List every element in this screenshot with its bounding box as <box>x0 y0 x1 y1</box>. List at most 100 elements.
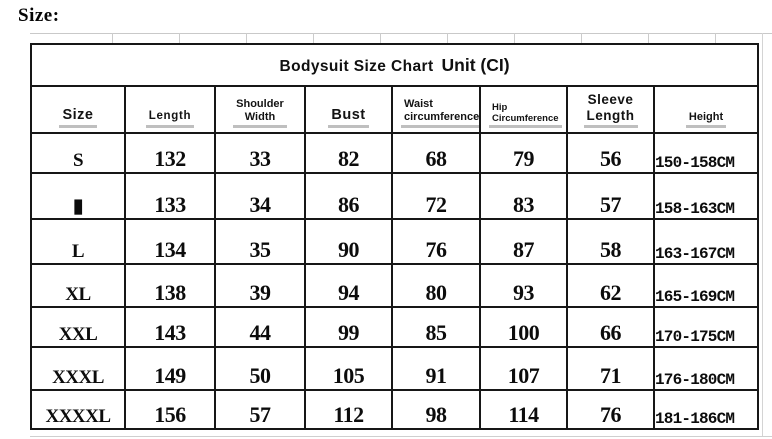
header-label-line: Width <box>244 111 276 124</box>
sleeve-cell: 71 <box>566 346 655 391</box>
header-underline: Shoulder Width <box>233 98 287 128</box>
bust-cell: 94 <box>304 263 393 308</box>
header-underline: Length <box>145 110 195 128</box>
spreadsheet-gridline <box>762 33 763 437</box>
bust-cell: 90 <box>304 218 393 265</box>
table-title-cell: Bodysuit Size Chart Unit (CI) <box>29 43 760 87</box>
column-header-length: Length <box>124 85 216 134</box>
bust-cell: 86 <box>304 172 393 220</box>
header-label-line: Waist <box>404 98 433 111</box>
column-header-size: Size <box>30 85 126 134</box>
height-cell: 176-180CM <box>652 346 760 391</box>
header-underline: Bust <box>328 106 369 128</box>
column-header-hip-circumference: Hip Circumference <box>479 85 568 134</box>
bust-cell: 112 <box>304 389 393 430</box>
table-row: XXXL 149 50 105 91 107 71 176-180CM <box>30 346 760 391</box>
table-row: S 132 33 82 68 79 56 150-158CM <box>30 132 760 174</box>
column-header-sleeve-length: Sleeve Length <box>566 85 655 134</box>
header-label-line: Length <box>148 110 192 123</box>
waist-cell: 80 <box>391 263 481 308</box>
hip-cell: 83 <box>479 172 568 220</box>
header-label-line: circumference <box>404 111 480 124</box>
hip-cell: 87 <box>479 218 568 265</box>
waist-cell: 98 <box>391 389 481 430</box>
header-label-line: Bust <box>331 106 366 123</box>
size-cell: ▮ <box>30 172 126 220</box>
column-header-waist-circumference: Waist circumference <box>391 85 481 134</box>
length-cell: 143 <box>124 306 216 348</box>
sleeve-cell: 62 <box>566 263 655 308</box>
shoulder-width-cell: 35 <box>214 218 306 265</box>
header-label-line: Circumference <box>492 112 559 124</box>
waist-cell: 68 <box>391 132 481 174</box>
hip-cell: 100 <box>479 306 568 348</box>
header-underline: Hip Circumference <box>489 102 562 128</box>
waist-cell: 76 <box>391 218 481 265</box>
hip-cell: 114 <box>479 389 568 430</box>
waist-cell: 72 <box>391 172 481 220</box>
shoulder-width-cell: 34 <box>214 172 306 220</box>
column-header-shoulder-width: Shoulder Width <box>214 85 306 134</box>
bust-cell: 82 <box>304 132 393 174</box>
table-title-row: Bodysuit Size Chart Unit (CI) <box>29 43 760 87</box>
sleeve-cell: 66 <box>566 306 655 348</box>
sleeve-cell: 56 <box>566 132 655 174</box>
length-cell: 156 <box>124 389 216 430</box>
size-cell: XL <box>30 263 126 308</box>
waist-cell: 91 <box>391 346 481 391</box>
height-cell: 158-163CM <box>652 172 760 220</box>
table-header-row: Size Length Shoulder Width Bust Waist circ… <box>30 85 760 134</box>
length-cell: 134 <box>124 218 216 265</box>
header-label-line: Size <box>62 106 94 123</box>
spreadsheet-gridline-ticks <box>112 33 764 43</box>
sleeve-cell: 57 <box>566 172 655 220</box>
header-underline: Size <box>59 106 97 128</box>
table-row: XL 138 39 94 80 93 62 165-169CM <box>30 263 760 308</box>
shoulder-width-cell: 44 <box>214 306 306 348</box>
length-cell: 132 <box>124 132 216 174</box>
height-cell: 181-186CM <box>652 389 760 430</box>
column-header-bust: Bust <box>304 85 393 134</box>
size-cell: XXXXL <box>30 389 126 430</box>
header-underline: Waist circumference <box>401 98 480 128</box>
size-cell: S <box>30 132 126 174</box>
shoulder-width-cell: 39 <box>214 263 306 308</box>
table-row: XXXXL 156 57 112 98 114 76 181-186CM <box>30 389 760 430</box>
hip-cell: 107 <box>479 346 568 391</box>
table-row: ▮ 133 34 86 72 83 57 158-163CM <box>30 172 760 220</box>
hip-cell: 93 <box>479 263 568 308</box>
length-cell: 149 <box>124 346 216 391</box>
shoulder-width-cell: 50 <box>214 346 306 391</box>
size-cell: L <box>30 218 126 265</box>
waist-cell: 85 <box>391 306 481 348</box>
header-label-line: Sleeve <box>587 92 634 108</box>
length-cell: 133 <box>124 172 216 220</box>
hip-cell: 79 <box>479 132 568 174</box>
height-cell: 150-158CM <box>652 132 760 174</box>
sleeve-cell: 76 <box>566 389 655 430</box>
size-cell: XXXL <box>30 346 126 391</box>
spreadsheet-gridline <box>30 436 772 437</box>
header-underline: Sleeve Length <box>583 92 638 128</box>
page-title: Size: <box>18 5 60 26</box>
table-row: XXL 143 44 99 85 100 66 170-175CM <box>30 306 760 348</box>
height-cell: 165-169CM <box>652 263 760 308</box>
header-label-line: Height <box>688 111 724 124</box>
height-cell: 163-167CM <box>652 218 760 265</box>
length-cell: 138 <box>124 263 216 308</box>
header-label-line: Length <box>586 108 635 124</box>
column-header-height: Height <box>652 85 760 134</box>
header-label-line: Hip <box>492 101 508 113</box>
bust-cell: 105 <box>304 346 393 391</box>
height-cell: 170-175CM <box>652 306 760 348</box>
bust-cell: 99 <box>304 306 393 348</box>
shoulder-width-cell: 57 <box>214 389 306 430</box>
table-row: L 134 35 90 76 87 58 163-167CM <box>30 218 760 265</box>
sleeve-cell: 58 <box>566 218 655 265</box>
size-cell: XXL <box>30 306 126 348</box>
header-underline: Height <box>685 111 727 128</box>
header-label-line: Shoulder <box>236 98 284 111</box>
size-chart-table: Bodysuit Size Chart Unit (CI) Size Length… <box>29 43 760 430</box>
table-title: Bodysuit Size Chart <box>279 57 434 75</box>
